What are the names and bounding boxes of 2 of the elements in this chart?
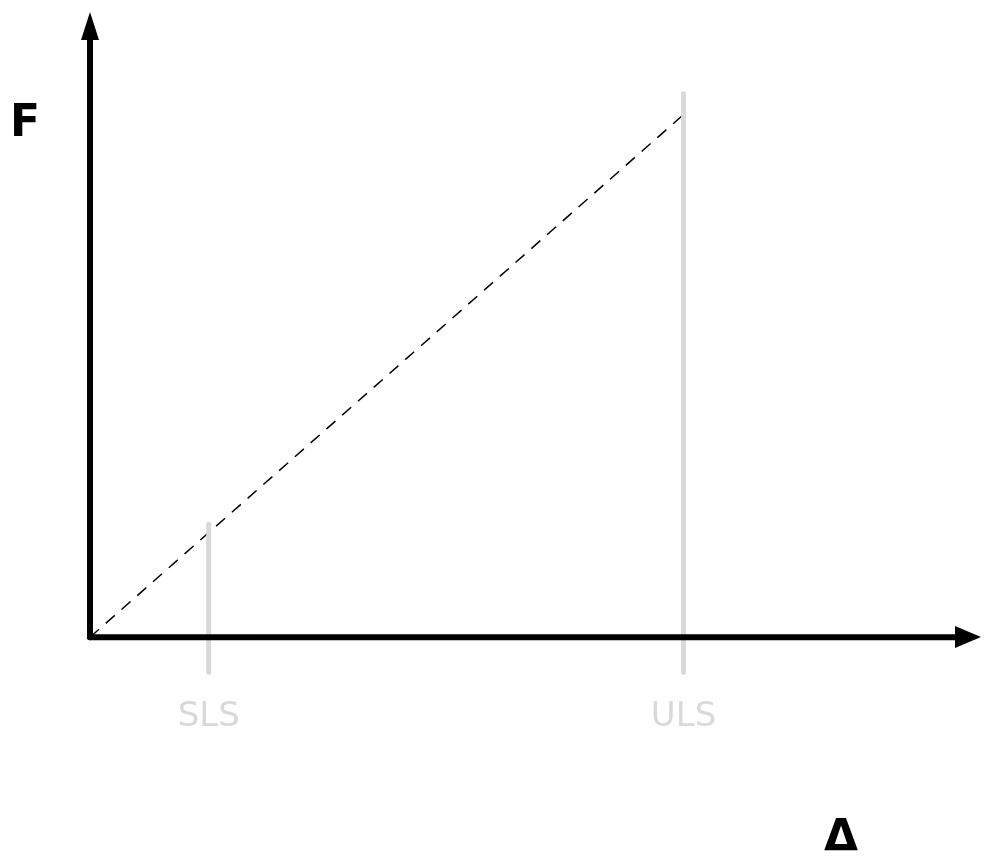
x-axis-title: Δ [823, 810, 859, 862]
y-axis-title: F [9, 95, 41, 147]
